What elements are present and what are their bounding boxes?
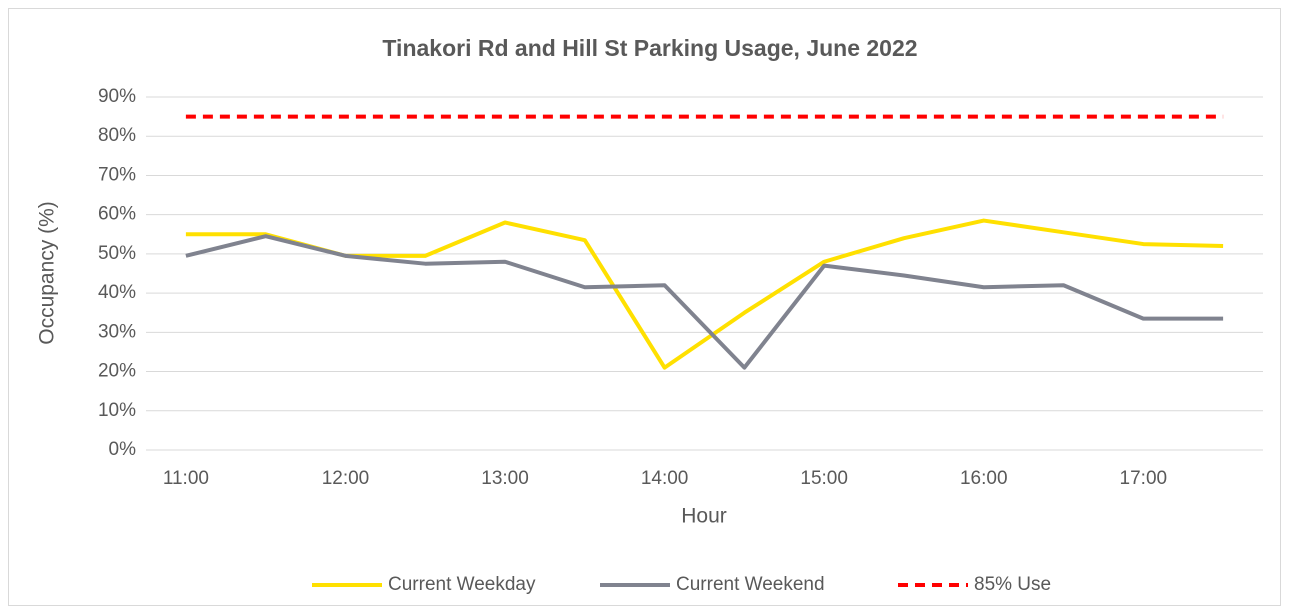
y-tick-label: 20% — [98, 361, 136, 382]
data-line — [185, 234, 1224, 370]
y-tick-label: 80% — [98, 125, 136, 146]
y-tick-label: 90% — [98, 86, 136, 107]
legend-label: 85% Use — [974, 574, 1051, 595]
x-tick-label: 13:00 — [481, 468, 529, 489]
x-tick-label: 17:00 — [1120, 468, 1168, 489]
y-tick-label: 0% — [109, 439, 137, 460]
x-tick-label: 15:00 — [800, 468, 848, 489]
x-tick-label: 16:00 — [960, 468, 1008, 489]
y-tick-label: 60% — [98, 204, 136, 225]
y-tick-label: 30% — [98, 321, 136, 342]
x-tick-label: 12:00 — [322, 468, 370, 489]
legend-label: Current Weekday — [388, 574, 536, 595]
y-axis-label: Occupancy (%) — [36, 201, 59, 345]
y-tick-label: 10% — [98, 400, 136, 421]
legend-label: Current Weekend — [676, 574, 825, 595]
chart-frame — [8, 8, 1281, 606]
y-tick-label: 50% — [98, 243, 136, 264]
x-tick-label: 14:00 — [641, 468, 689, 489]
y-tick-label: 70% — [98, 164, 136, 185]
x-tick-label: 11:00 — [163, 468, 209, 489]
y-tick-label: 40% — [98, 282, 136, 303]
chart-title: Tinakori Rd and Hill St Parking Usage, J… — [382, 35, 917, 61]
x-axis-label: Hour — [681, 505, 727, 528]
